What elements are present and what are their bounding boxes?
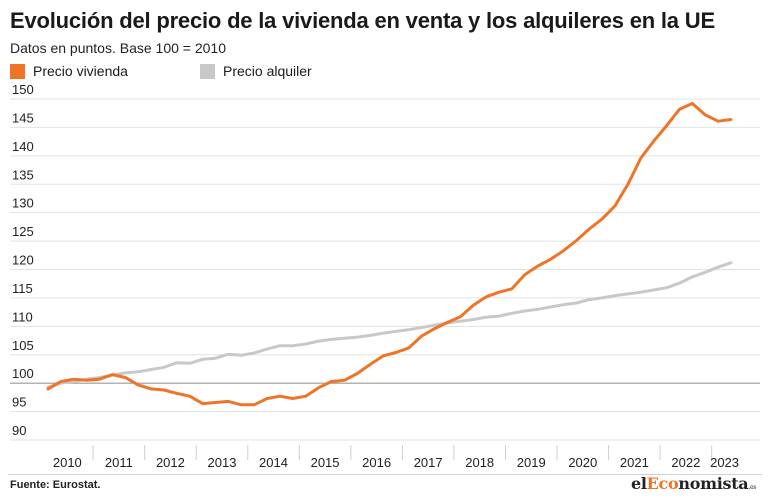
x-tick-label-2020: 2020 — [568, 455, 597, 470]
y-tick-label-135: 135 — [12, 167, 34, 182]
x-tick-label-2022: 2022 — [671, 455, 700, 470]
y-tick-label-105: 105 — [12, 338, 34, 353]
source-note: Fuente: Eurostat. — [10, 479, 101, 491]
logo-part-1: el — [630, 474, 647, 493]
x-tick-label-2018: 2018 — [465, 455, 494, 470]
x-tick-label-2021: 2021 — [620, 455, 649, 470]
series-line-precio-alquiler — [46, 261, 733, 389]
x-tick-label-2010: 2010 — [53, 455, 82, 470]
series-line-precio-vivienda — [46, 102, 733, 407]
legend-label-precio-vivienda: Precio vivienda — [33, 63, 128, 79]
x-tick-label-2023: 2023 — [710, 455, 739, 470]
x-tick-label-2019: 2019 — [517, 455, 546, 470]
x-tick-label-2015: 2015 — [311, 455, 340, 470]
chart-title: Evolución del precio de la vivienda en v… — [10, 8, 715, 33]
logo-part-4: .es — [748, 484, 756, 491]
footer-divider — [8, 474, 762, 475]
legend-item-precio-vivienda: Precio vivienda — [10, 63, 128, 79]
y-tick-label-130: 130 — [12, 196, 34, 211]
chart-subtitle: Datos en puntos. Base 100 = 2010 — [10, 40, 226, 56]
y-tick-label-125: 125 — [12, 224, 34, 239]
legend-swatch-precio-alquiler — [200, 63, 215, 79]
eleconomista-logo: elEconomista.es — [631, 474, 756, 493]
y-tick-label-100: 100 — [12, 366, 34, 381]
x-tick-label-2011: 2011 — [105, 455, 133, 470]
x-tick-label-2012: 2012 — [156, 455, 185, 470]
y-tick-label-145: 145 — [12, 110, 34, 125]
y-tick-label-95: 95 — [12, 395, 26, 410]
legend: Precio vivienda Precio alquiler — [10, 63, 750, 83]
x-tick-label-2014: 2014 — [259, 455, 288, 470]
y-tick-label-110: 110 — [12, 309, 33, 324]
legend-item-precio-alquiler: Precio alquiler — [200, 63, 312, 79]
y-tick-label-150: 150 — [12, 82, 34, 97]
x-tick-label-2013: 2013 — [208, 455, 237, 470]
x-tick-label-2017: 2017 — [414, 455, 443, 470]
y-tick-label-115: 115 — [12, 281, 33, 296]
y-tick-label-120: 120 — [12, 253, 34, 268]
logo-part-2: Eco — [646, 474, 679, 493]
legend-swatch-precio-vivienda — [10, 63, 25, 79]
legend-label-precio-alquiler: Precio alquiler — [223, 63, 312, 79]
logo-part-3: nomista — [678, 474, 749, 493]
y-tick-label-90: 90 — [12, 423, 26, 438]
x-tick-label-2016: 2016 — [362, 455, 391, 470]
y-tick-label-140: 140 — [12, 139, 34, 154]
